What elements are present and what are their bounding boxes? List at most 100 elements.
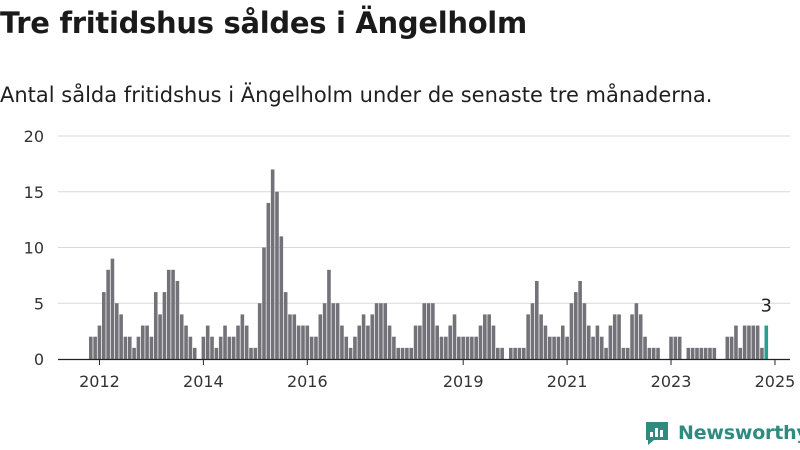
newsworthy-chart-icon: [646, 422, 668, 445]
bar: [353, 336, 357, 359]
bar: [236, 325, 240, 359]
bar: [630, 314, 634, 359]
bar: [552, 336, 556, 359]
bar: [162, 292, 167, 359]
bar: [526, 314, 530, 359]
bar: [106, 269, 110, 359]
bar: [418, 325, 422, 359]
bar: [725, 336, 730, 359]
bar: [547, 336, 552, 359]
bar: [643, 336, 647, 359]
bar: [625, 347, 630, 359]
bar: [158, 314, 162, 359]
bar: [543, 325, 548, 359]
bar: [747, 325, 751, 359]
bar: [569, 303, 574, 359]
bar: [123, 336, 128, 359]
bar: [305, 325, 310, 359]
bar: [171, 269, 175, 359]
bar: [556, 336, 561, 359]
bar: [240, 314, 245, 359]
bar: [699, 347, 704, 359]
bar: [500, 347, 504, 359]
x-tick-label: 2023: [651, 372, 692, 391]
bar: [249, 347, 253, 359]
bar: [677, 336, 682, 359]
bar: [426, 303, 431, 359]
bar: [296, 325, 301, 359]
bar: [357, 325, 362, 359]
bar: [703, 347, 708, 359]
x-tick-label: 2021: [547, 372, 588, 391]
bar: [275, 191, 279, 359]
bar: [591, 336, 595, 359]
bar: [244, 325, 249, 359]
bar: [114, 303, 119, 359]
chart-subtitle: Antal sålda fritidshus i Ängelholm under…: [0, 83, 713, 107]
bar: [565, 336, 569, 359]
bar: [539, 314, 543, 359]
bar: [431, 303, 435, 359]
bar-highlight: [764, 325, 769, 359]
bar: [257, 303, 262, 359]
bar: [288, 314, 292, 359]
bar: [695, 347, 699, 359]
bar: [582, 303, 587, 359]
bar: [396, 347, 401, 359]
bar: [522, 347, 526, 359]
bar: [292, 314, 297, 359]
bar: [93, 336, 97, 359]
y-tick-label: 20: [24, 127, 44, 146]
bar: [461, 336, 465, 359]
bar: [517, 347, 522, 359]
x-tick-label: 2025: [755, 372, 796, 391]
bar: [184, 325, 188, 359]
bar: [595, 325, 600, 359]
bar: [283, 292, 288, 359]
bar: [608, 325, 613, 359]
bar: [760, 347, 764, 359]
bar: [439, 336, 444, 359]
bar: [253, 347, 258, 359]
bar: [361, 314, 366, 359]
bar: [405, 347, 409, 359]
bar: [119, 314, 123, 359]
bar: [270, 169, 275, 359]
bar: [370, 314, 375, 359]
bar: [366, 325, 370, 359]
bar: [153, 292, 158, 359]
y-tick-label: 5: [34, 294, 44, 313]
bar: [340, 325, 344, 359]
bar: [712, 347, 717, 359]
bar: [573, 292, 578, 359]
y-tick-label: 0: [34, 350, 44, 369]
bar: [266, 202, 271, 359]
bar: [409, 347, 414, 359]
x-tick-label: 2016: [287, 372, 328, 391]
bar: [448, 325, 452, 359]
bar: [322, 303, 327, 359]
bar: [127, 336, 132, 359]
bar: [348, 347, 353, 359]
bar: [400, 347, 405, 359]
bar: [218, 336, 223, 359]
bar: [422, 303, 427, 359]
bar: [110, 258, 115, 359]
bar: [474, 336, 478, 359]
bar: [686, 347, 691, 359]
bar: [604, 347, 608, 359]
bar: [656, 347, 660, 359]
value-annotation: 3: [761, 296, 772, 317]
bar: [140, 325, 145, 359]
bar: [513, 347, 517, 359]
bar: [738, 347, 743, 359]
x-tick-label: 2014: [183, 372, 224, 391]
x-tick-label: 2019: [443, 372, 484, 391]
bar: [192, 347, 197, 359]
bar: [262, 247, 266, 359]
bar: [465, 336, 470, 359]
bar: [188, 336, 193, 359]
bar: [673, 336, 678, 359]
bar: [132, 347, 136, 359]
bar: [201, 336, 206, 359]
